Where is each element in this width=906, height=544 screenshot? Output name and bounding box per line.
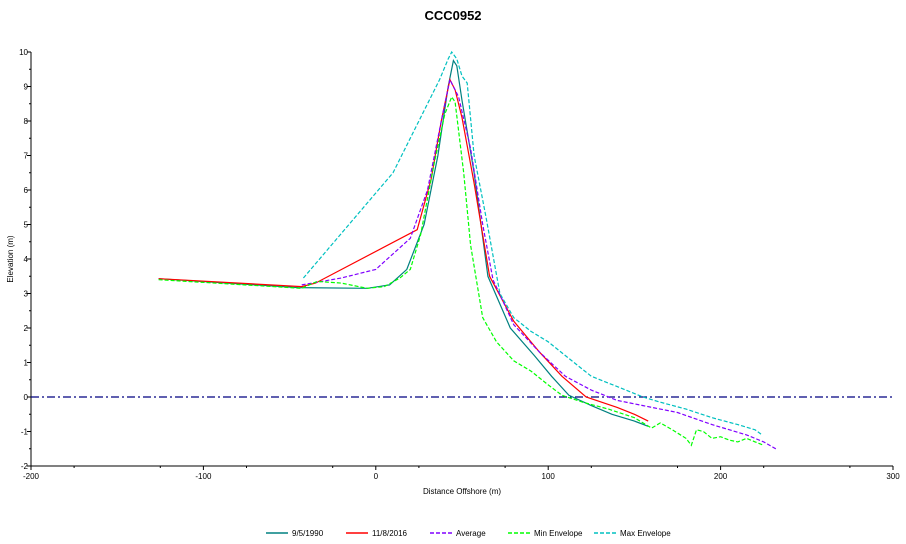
x-axis-label: Distance Offshore (m) [423, 487, 501, 496]
y-tick-label: -2 [21, 462, 29, 471]
x-tick-label: -200 [23, 472, 40, 481]
x-tick-label: 200 [714, 472, 728, 481]
y-tick-label: 0 [24, 393, 29, 402]
series-line-2 [301, 77, 777, 450]
y-tick-label: 8 [24, 117, 29, 126]
y-tick-label: 4 [24, 255, 29, 264]
legend: 9/5/1990 11/8/2016 Average Min Envelope Max … [266, 529, 671, 538]
legend-label-1: 11/8/2016 [372, 529, 408, 538]
y-tick-label: 1 [24, 359, 29, 368]
y-tick-label: 7 [24, 152, 29, 161]
y-tick-label: -1 [21, 428, 29, 437]
axes [30, 52, 893, 467]
x-tick-label: 0 [374, 472, 379, 481]
x-tick-label: 100 [542, 472, 556, 481]
y-tick-label: 10 [19, 48, 28, 57]
y-tick-label: 9 [24, 83, 29, 92]
y-tick-label: 3 [24, 290, 29, 299]
y-tick-label: 2 [24, 324, 29, 333]
legend-label-3: Min Envelope [534, 529, 583, 538]
y-tick-label: 6 [24, 186, 29, 195]
ticks: -200 -100 0 100 200 300 -2 -1 0 1 2 3 4 5 6 7 8 9 10 [19, 48, 900, 481]
y-tick-label: 5 [24, 221, 29, 230]
legend-label-4: Max Envelope [620, 529, 671, 538]
series-line-4 [302, 50, 763, 436]
series-lines [158, 50, 777, 450]
x-tick-label: -100 [195, 472, 212, 481]
series-line-1 [158, 77, 649, 422]
y-axis-label: Elevation (m) [6, 235, 15, 282]
series-line-3 [158, 95, 764, 447]
chart-title: CCC0952 [424, 8, 482, 23]
legend-label-2: Average [456, 529, 486, 538]
legend-label-0: 9/5/1990 [292, 529, 324, 538]
x-tick-label: 300 [886, 472, 900, 481]
series-line-0 [158, 59, 649, 427]
